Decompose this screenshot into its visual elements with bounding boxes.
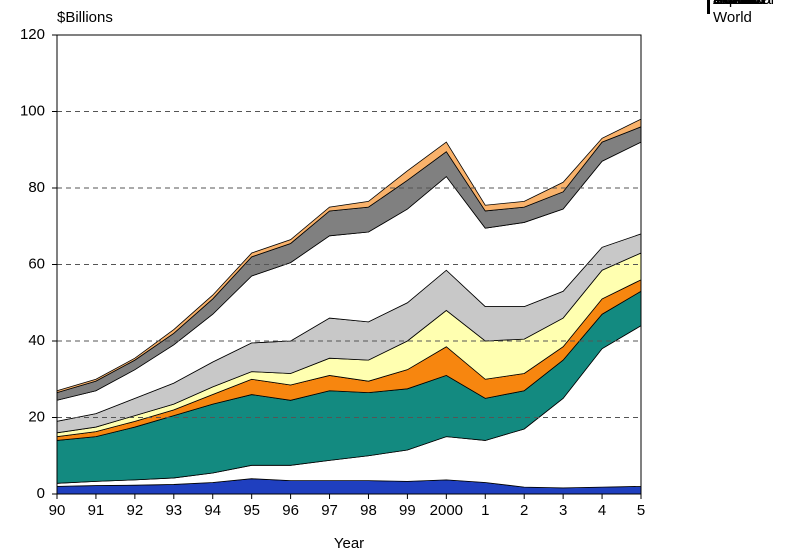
x-tick-label: 99 [399,502,416,519]
legend-label: China [723,0,765,8]
legend-label: EU15 [713,0,751,8]
x-tick-label: 97 [321,502,338,519]
x-tick-label: 2 [520,502,528,519]
y-tick-label: 80 [28,179,45,196]
y-tick-label: 60 [28,255,45,272]
x-tick-label: 93 [165,502,182,519]
x-tick-label: 5 [637,502,645,519]
y-axis-label: $Billions [57,9,113,26]
legend-label: Canada [713,0,766,8]
legend-label: Mexico [713,0,761,8]
y-tick-label: 40 [28,332,45,349]
y-tick-label: 100 [20,102,45,119]
legend-label: S. Korea [713,0,772,8]
y-tick-label: 0 [37,485,45,502]
x-tick-label: 91 [88,502,105,519]
x-tick-label: 2000 [430,502,463,519]
plot-frame [56,34,642,495]
legend-label: Rest ofWorld [713,0,775,26]
annotation: 42% [723,0,753,8]
x-tick-label: 1 [481,502,489,519]
x-tick-label: 98 [360,502,377,519]
x-tick-label: 4 [598,502,606,519]
legend-label: Japan [713,0,754,8]
x-tick-label: 95 [243,502,260,519]
legend-label-line: Rest of [727,0,775,8]
x-tick-label: 92 [127,502,144,519]
legend-label: ASEAN [713,0,764,8]
x-tick-label: 96 [282,502,299,519]
x-tick-label: 3 [559,502,567,519]
y-tick-label: 20 [28,408,45,425]
x-tick-label: 90 [49,502,66,519]
legend-label-line: World [713,9,752,26]
x-axis-label: Year [334,535,364,552]
y-tick-label: 120 [20,26,45,43]
legend-label: Taiwan [713,0,760,8]
x-tick-label: 94 [204,502,221,519]
legend-arrow-edge [707,0,710,14]
